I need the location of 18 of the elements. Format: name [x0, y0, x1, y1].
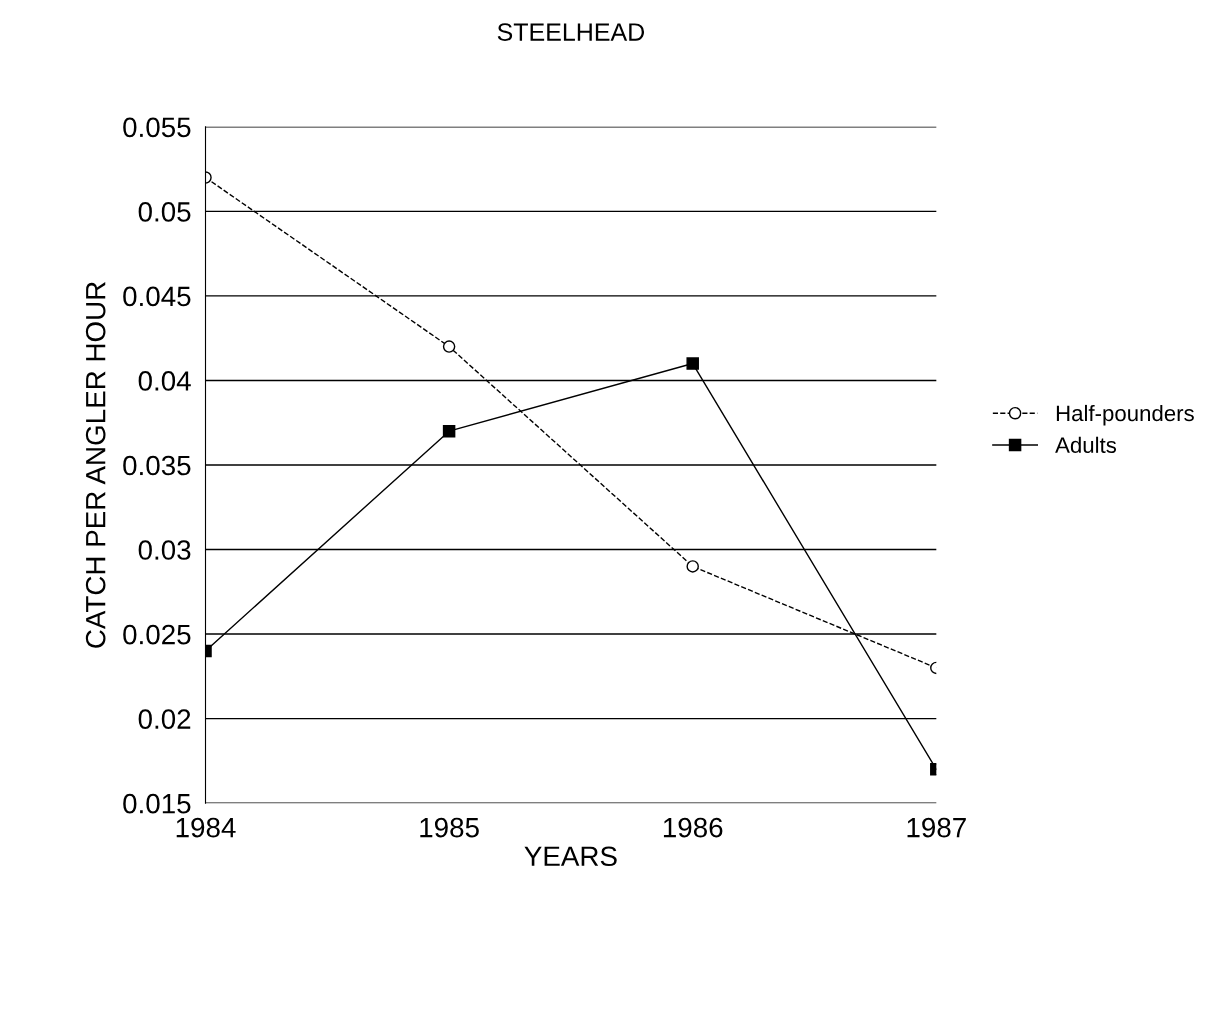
y-tick-label: 0.05: [138, 202, 191, 222]
y-tick-label: 0.015: [123, 793, 191, 814]
x-tick-label: 1984: [176, 817, 236, 838]
y-tick-label: 0.035: [123, 455, 191, 476]
y-tick-label: 0.02: [138, 709, 191, 729]
y-tick-label: 0.03: [138, 540, 191, 560]
legend-label: Half-pounders: [1056, 404, 1194, 426]
y-tick-label: 0.045: [123, 286, 191, 307]
y-axis-title: CATCH PER ANGLER HOUR: [85, 282, 106, 648]
x-tick-label: 1986: [663, 817, 723, 838]
x-tick-label: 1985: [420, 817, 479, 838]
y-tick-label: 0.055: [123, 117, 191, 138]
legend-label: Adults: [1055, 436, 1117, 454]
chart-title: STEELHEAD: [497, 23, 645, 41]
x-tick-label: 1987: [907, 817, 966, 838]
y-tick-label: 0.025: [123, 624, 191, 645]
x-axis-title: YEARS: [524, 846, 617, 867]
y-tick-label: 0.04: [138, 371, 191, 391]
